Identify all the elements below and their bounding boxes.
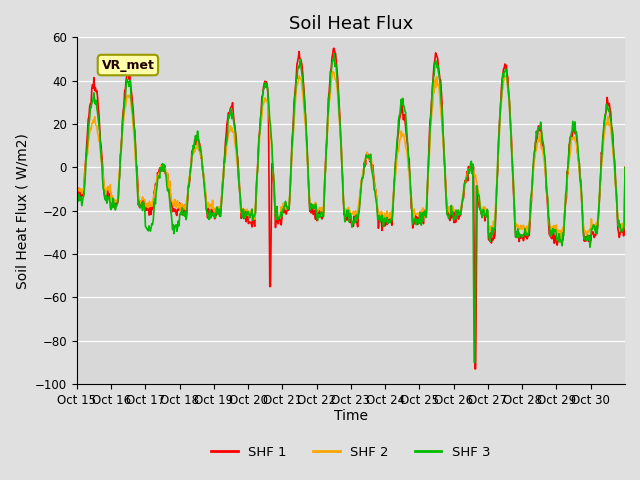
SHF 2: [73, 181, 81, 187]
SHF 2: [621, 168, 629, 173]
SHF 3: [408, 211, 416, 216]
Line: SHF 1: SHF 1: [77, 48, 625, 369]
SHF 3: [470, 360, 478, 365]
X-axis label: Time: Time: [334, 409, 368, 423]
SHF 1: [265, 189, 273, 195]
Text: VR_met: VR_met: [102, 59, 154, 72]
SHF 2: [439, 132, 447, 138]
SHF 2: [138, 198, 145, 204]
SHF 3: [238, 210, 246, 216]
SHF 1: [73, 187, 81, 192]
SHF 1: [138, 203, 145, 208]
SHF 3: [73, 202, 81, 208]
SHF 3: [439, 129, 447, 134]
SHF 3: [265, 106, 273, 111]
SHF 3: [138, 204, 145, 210]
SHF 1: [408, 208, 416, 214]
Y-axis label: Soil Heat Flux ( W/m2): Soil Heat Flux ( W/m2): [15, 133, 29, 288]
SHF 3: [286, 192, 294, 198]
SHF 2: [265, 112, 273, 118]
SHF 1: [471, 366, 479, 372]
SHF 2: [408, 204, 416, 210]
SHF 3: [621, 165, 629, 170]
SHF 1: [621, 164, 629, 170]
SHF 1: [238, 214, 246, 219]
SHF 2: [557, 237, 565, 243]
SHF 3: [330, 51, 338, 57]
Legend: SHF 1, SHF 2, SHF 3: SHF 1, SHF 2, SHF 3: [206, 441, 496, 464]
SHF 1: [330, 46, 338, 51]
SHF 2: [238, 209, 246, 215]
Line: SHF 2: SHF 2: [77, 72, 625, 240]
Title: Soil Heat Flux: Soil Heat Flux: [289, 15, 413, 33]
SHF 1: [286, 196, 294, 202]
SHF 1: [439, 122, 447, 128]
SHF 2: [286, 192, 294, 198]
Line: SHF 3: SHF 3: [77, 54, 625, 362]
SHF 2: [329, 69, 337, 74]
